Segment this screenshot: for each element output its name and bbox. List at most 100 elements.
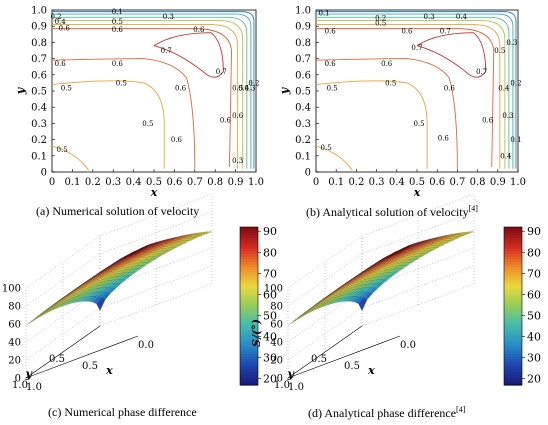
caption-d-reference: [4]: [456, 405, 466, 414]
contour-label: 0.3: [506, 39, 517, 47]
caption-d: (d) Analytical phase difference[4]: [308, 405, 466, 420]
colorbar-segment: [504, 298, 522, 302]
contour-label: 0.2: [375, 15, 386, 23]
colorbar-segment: [240, 240, 258, 244]
colorbar-segment: [240, 245, 258, 249]
contour-label: 0.5: [57, 146, 68, 154]
z-tick-label: 40: [8, 338, 21, 349]
colorbar-segment: [504, 308, 522, 312]
contour-label: 0.4: [456, 13, 468, 21]
colorbar-segment: [240, 290, 258, 294]
colorbar-segment: [240, 327, 258, 331]
colorbar-segment: [240, 356, 258, 360]
contour-label: 0.6: [232, 112, 244, 120]
colorbar-segment: [504, 232, 522, 236]
colorbar-segment: [240, 345, 258, 349]
colorbar-segment: [240, 279, 258, 283]
y-tick-label: 0.7: [295, 54, 311, 65]
colorbar-segment: [504, 258, 522, 262]
colorbar-tick-label: 40: [527, 331, 541, 344]
contour-line: [315, 80, 428, 169]
contour-line: [51, 145, 90, 171]
colorbar-tick-label: 30: [527, 352, 541, 365]
x-tick-label: 0.8: [470, 177, 486, 188]
surface-cell: [287, 319, 297, 326]
colorbar-segment: [240, 366, 258, 370]
z-tick-label: 60: [8, 320, 21, 331]
colorbar-segment: [504, 319, 522, 323]
contour-label: 0.5: [413, 120, 424, 128]
x-axis-line: [25, 335, 139, 379]
y-tick-label: 0.8: [31, 38, 47, 49]
colorbar-segment: [240, 242, 258, 247]
x-tick-label: 0.8: [207, 177, 223, 188]
colorbar-segment: [240, 361, 258, 365]
surface-cell: [87, 275, 96, 282]
colorbar-segment: [240, 248, 258, 252]
colorbar-segment: [504, 263, 522, 268]
contour-label: 0.5: [142, 120, 153, 128]
x-tick-label: 0: [49, 177, 55, 188]
colorbar-segment: [504, 287, 522, 291]
colorbar-segment: [504, 282, 522, 286]
y-axis-label: y: [25, 367, 34, 380]
colorbar-tick-label: 60: [527, 288, 541, 301]
y-tick-label: 0.8: [295, 38, 311, 49]
z-gridline: [99, 265, 213, 309]
colorbar-segment: [240, 358, 258, 362]
colorbar-segment: [504, 382, 522, 386]
colorbar-segment: [240, 348, 258, 352]
x-tick-label: 0.5: [82, 361, 98, 372]
y-tick-label: 0: [305, 168, 311, 179]
colorbar-frame: [239, 226, 259, 386]
x-tick-label: 0.0: [400, 340, 416, 351]
colorbar-segment: [240, 287, 258, 291]
z-gridline: [361, 211, 475, 255]
x-tick-label: 0.5: [409, 177, 425, 188]
colorbar-segment: [504, 295, 522, 299]
surface-cell: [66, 288, 76, 296]
colorbar-segment: [240, 277, 258, 281]
contour-line: [52, 20, 244, 169]
colorbar-segment: [240, 382, 258, 386]
panel-d-surface-plot: 0204060801000.00.51.00.51.0xyS/(°)203040…: [250, 193, 541, 393]
caption-c: (c) Numerical phase difference: [48, 405, 197, 419]
colorbar-segment: [504, 284, 522, 289]
colorbar-segment: [504, 261, 522, 265]
colorbar-segment: [240, 234, 258, 239]
colorbar-tick-label: 80: [263, 246, 277, 259]
z-gridline: [287, 235, 363, 289]
contour-label: 0.6: [193, 26, 205, 34]
colorbar-segment: [240, 227, 258, 231]
contour-label: 0.2: [51, 13, 62, 21]
colorbar-segment: [240, 337, 258, 341]
colorbar-segment: [240, 250, 258, 254]
contour-label: 0.1: [319, 10, 330, 18]
y-tick-label: 0.1: [31, 151, 47, 162]
colorbar-segment: [240, 329, 258, 333]
colorbar-segment: [240, 282, 258, 286]
contour-line: [316, 20, 506, 169]
contour-label: 0.2: [248, 79, 259, 87]
contour-label: 0.6: [438, 134, 450, 142]
colorbar-segment: [240, 308, 258, 312]
z-tick-label: 0: [277, 374, 283, 385]
y-tick-label: 1.0: [274, 380, 290, 391]
colorbar-tick-label: 20: [527, 373, 541, 386]
x-axis-label: x: [367, 364, 375, 377]
colorbar-segment: [240, 300, 258, 304]
colorbar-segment: [504, 358, 522, 362]
colorbar-segment: [240, 324, 258, 328]
y-axis-label: y: [278, 86, 291, 95]
colorbar-segment: [504, 316, 522, 320]
surface-cell: [25, 319, 35, 326]
z-gridline: [361, 193, 475, 237]
x-tick-label: 0.7: [449, 177, 465, 188]
colorbar-segment: [504, 334, 522, 339]
y-tick-label: 0.2: [31, 135, 47, 146]
colorbar-segment: [504, 350, 522, 354]
colorbar-segment: [504, 274, 522, 278]
contour-label: 0.6: [112, 60, 124, 68]
z-tick-label: 20: [8, 356, 21, 367]
x-tick-label: 0.0: [138, 340, 154, 351]
